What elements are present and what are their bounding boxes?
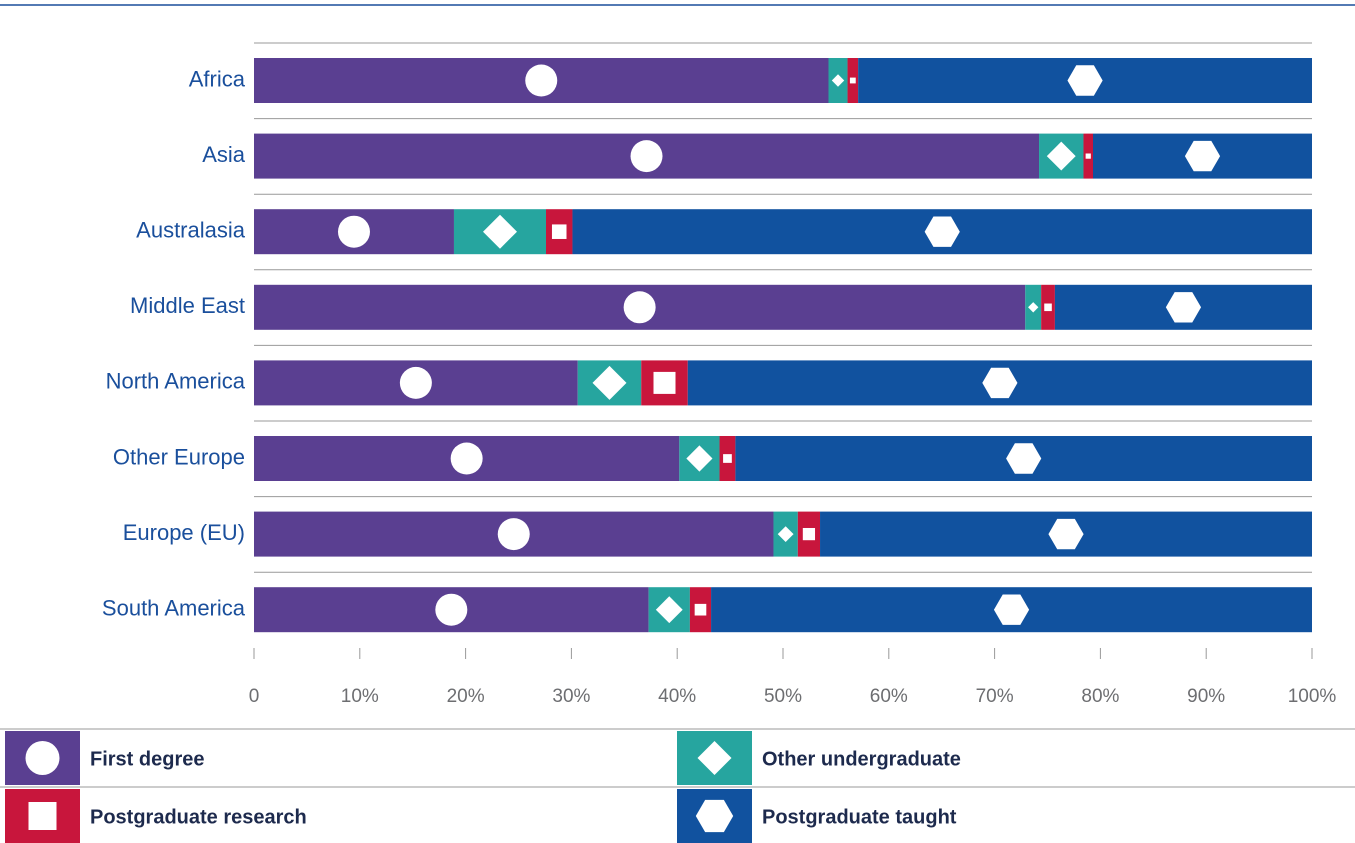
marker (924, 216, 960, 247)
legend-label: Postgraduate taught (762, 806, 957, 828)
x-tick-label: 50% (764, 686, 802, 707)
category-label: Asia (202, 142, 246, 167)
marker (497, 518, 530, 551)
marker (1184, 140, 1221, 172)
x-tick-label: 70% (976, 686, 1014, 707)
marker (482, 214, 517, 249)
x-tick-label: 0 (249, 686, 260, 707)
marker (450, 442, 483, 475)
category-label: Other Europe (113, 444, 245, 469)
marker (802, 527, 816, 541)
x-tick-label: 100% (1288, 686, 1337, 707)
x-tick-label: 30% (552, 686, 590, 707)
marker (655, 596, 683, 624)
legend-label: Other undergraduate (762, 748, 961, 770)
legend-label: Postgraduate research (90, 806, 307, 828)
marker (1006, 443, 1042, 474)
marker (399, 366, 432, 399)
marker (694, 603, 707, 616)
marker (1028, 302, 1039, 313)
category-label: Middle East (130, 293, 245, 318)
legend-label: First degree (90, 748, 204, 770)
marker (551, 224, 567, 239)
marker (993, 594, 1030, 625)
marker (1085, 153, 1091, 159)
marker (697, 741, 732, 775)
x-tick-label: 40% (658, 686, 696, 707)
marker (723, 454, 732, 463)
marker (525, 64, 558, 97)
marker (777, 526, 794, 543)
marker (337, 215, 370, 248)
marker (1046, 141, 1076, 171)
marker (849, 77, 856, 84)
marker (695, 799, 734, 833)
marker (592, 365, 627, 400)
marker (28, 802, 57, 830)
marker (623, 291, 656, 324)
marker (653, 371, 676, 394)
category-label: South America (102, 596, 246, 621)
marker (435, 593, 468, 626)
marker (1044, 303, 1052, 312)
x-tick-label: 20% (447, 686, 485, 707)
category-label: North America (106, 369, 246, 394)
marker (686, 445, 713, 472)
x-tick-label: 80% (1081, 686, 1119, 707)
marker (630, 140, 663, 173)
marker (1165, 292, 1202, 323)
marker (1067, 65, 1103, 96)
x-tick-label: 60% (870, 686, 908, 707)
marker (831, 74, 845, 87)
category-label: Africa (189, 66, 246, 91)
x-tick-label: 10% (341, 686, 379, 707)
marker (982, 367, 1018, 399)
marker (1048, 518, 1084, 550)
x-tick-label: 90% (1187, 686, 1225, 707)
marker (25, 741, 60, 775)
category-label: Europe (EU) (123, 520, 245, 545)
category-label: Australasia (136, 218, 246, 243)
